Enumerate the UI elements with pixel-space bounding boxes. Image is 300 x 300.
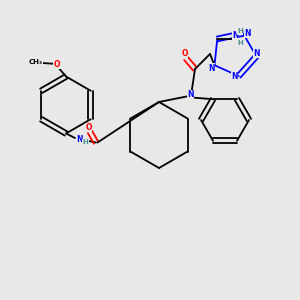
Text: H: H: [237, 40, 243, 46]
Text: N: N: [244, 29, 251, 38]
Text: H: H: [82, 140, 88, 146]
Text: N: N: [232, 32, 238, 40]
Text: N: N: [208, 64, 215, 73]
Text: O: O: [85, 123, 92, 132]
Text: O: O: [54, 60, 60, 69]
Text: N: N: [231, 71, 237, 80]
Text: O: O: [181, 50, 188, 58]
Text: N: N: [253, 49, 260, 58]
Text: N: N: [187, 90, 194, 99]
Text: H: H: [237, 28, 243, 34]
Text: N: N: [76, 135, 83, 144]
Text: CH₃: CH₃: [29, 58, 43, 64]
